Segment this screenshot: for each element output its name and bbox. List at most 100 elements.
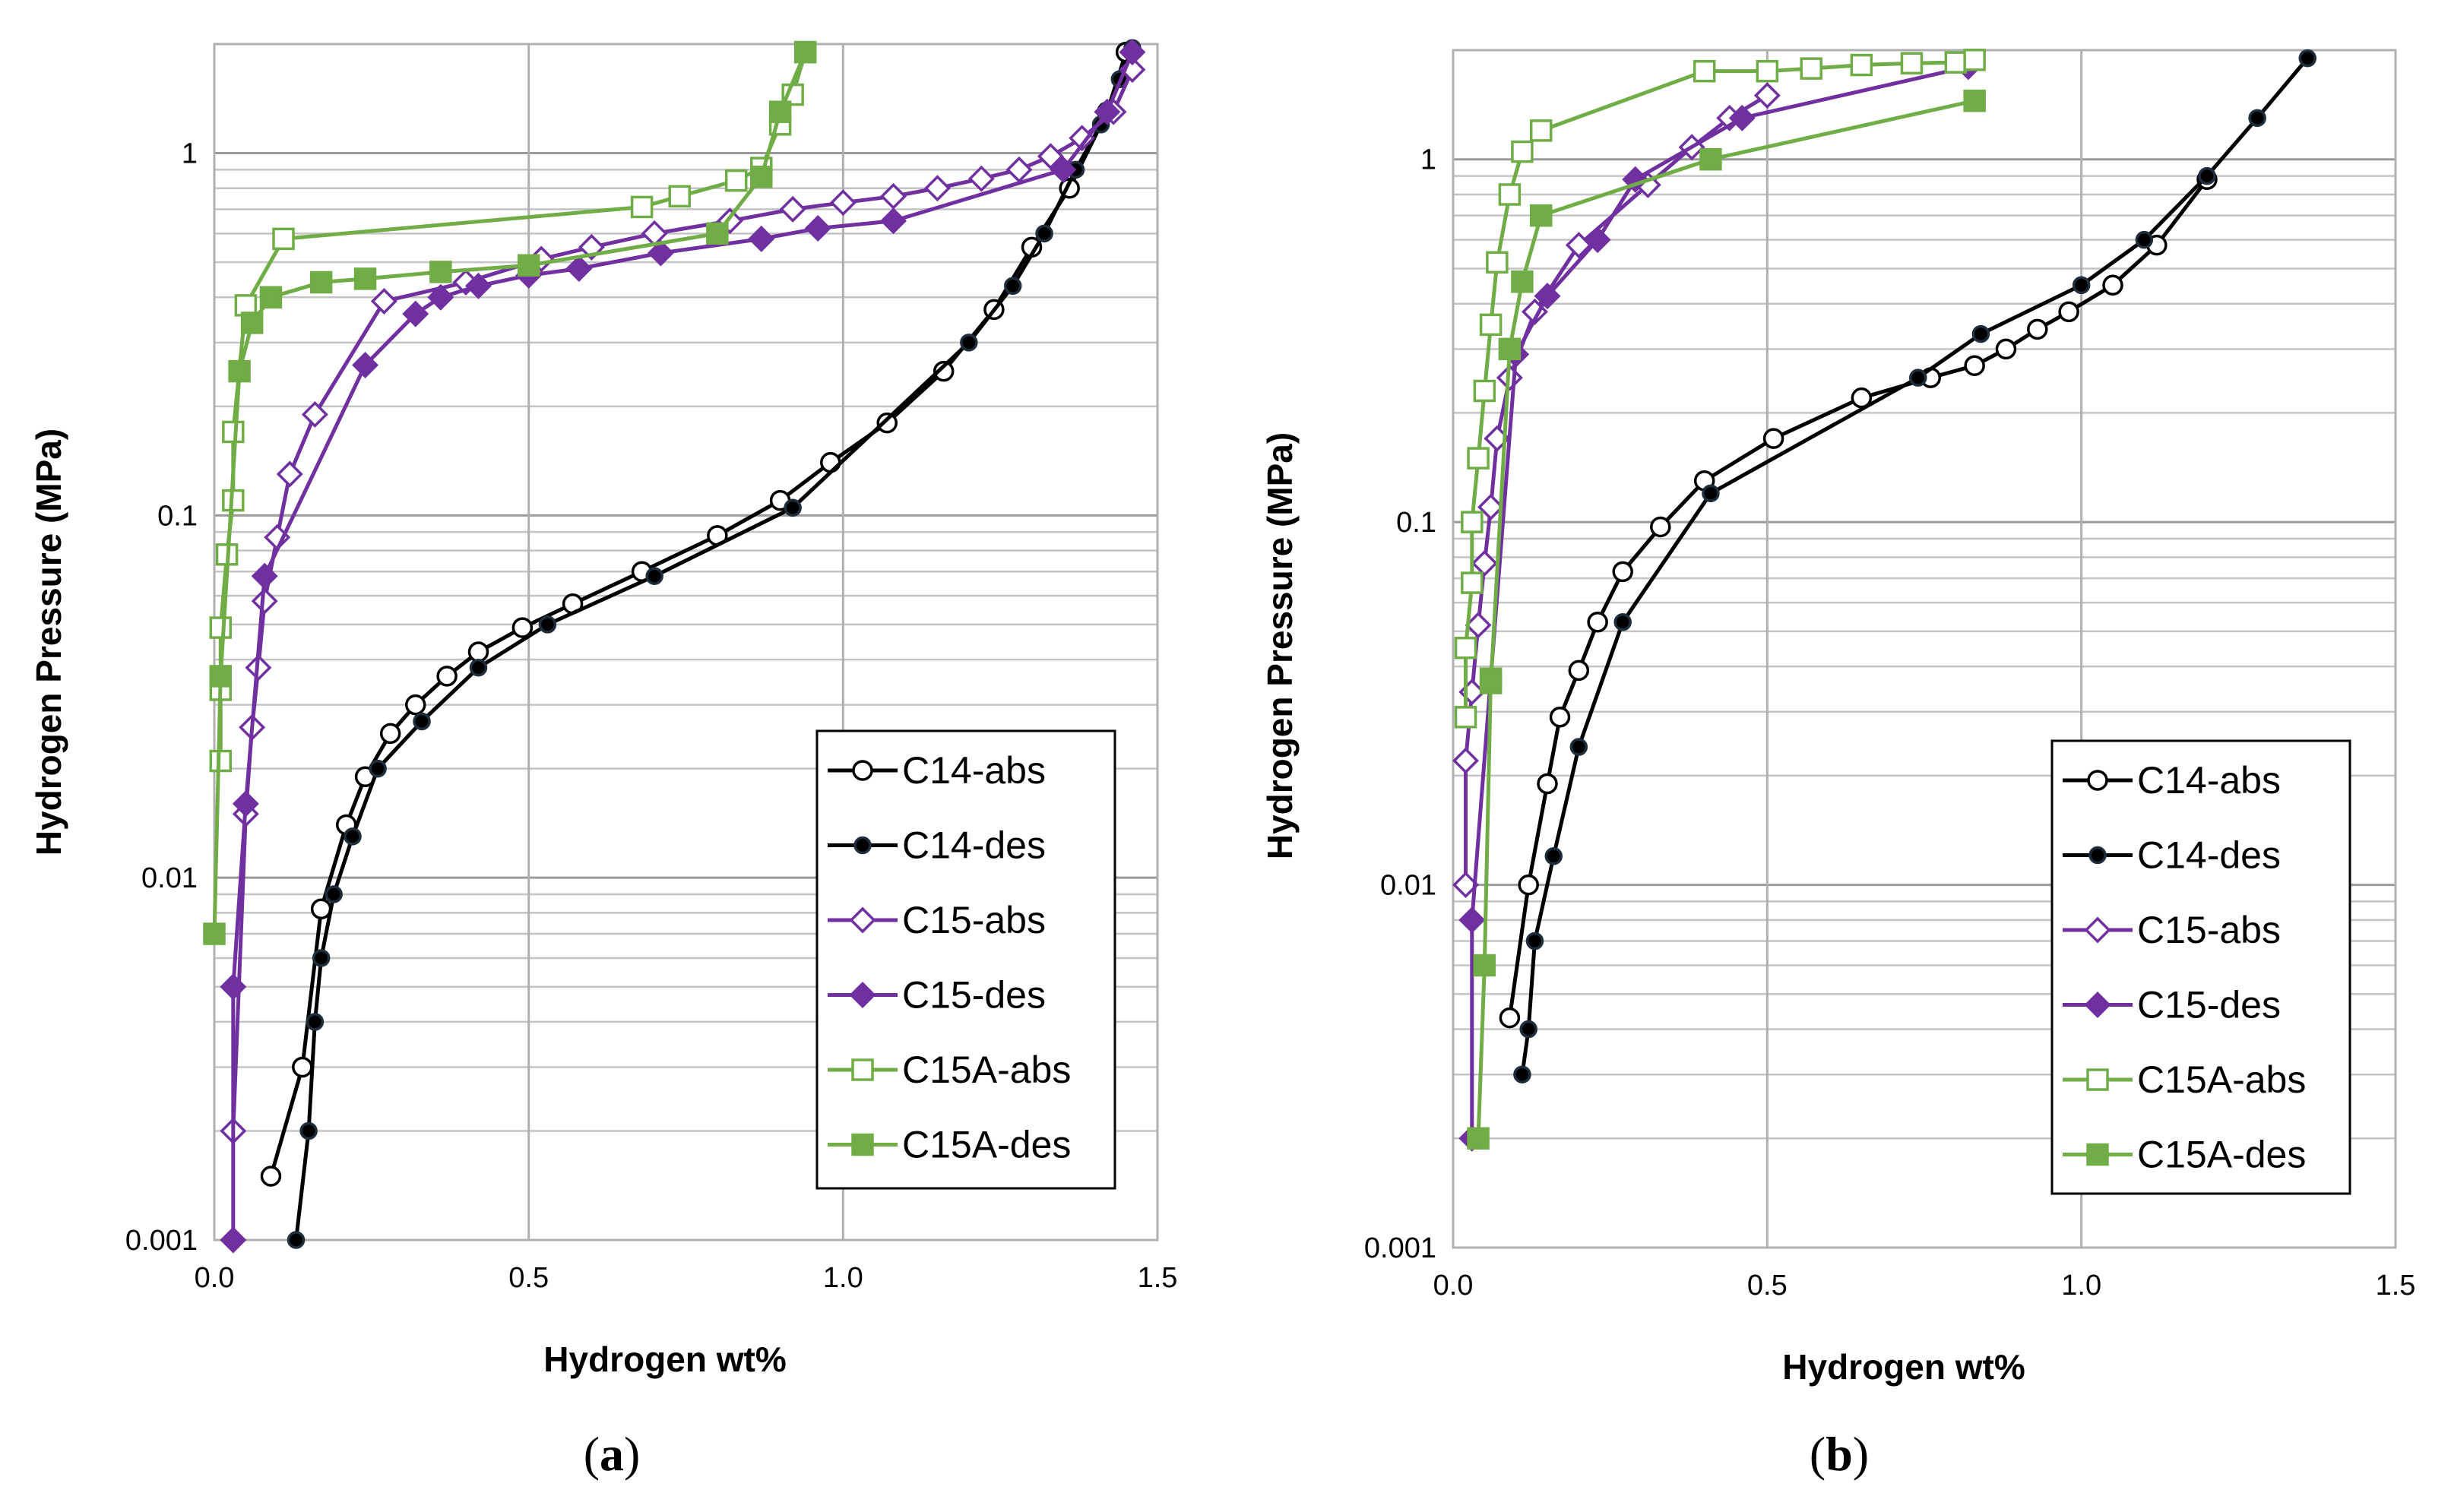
panel-a-c15a-des-point (228, 359, 251, 383)
panel-a-x-axis-title: Hydrogen wt% (543, 1340, 786, 1379)
panel-b-c15a-abs-point (1454, 706, 1477, 729)
panel-b-c15a-abs-point (1461, 511, 1484, 533)
panel-a-c14-abs-point (260, 1166, 282, 1187)
panel-a-c15-des-point (220, 973, 247, 1001)
panel-b-c14-abs-point (1537, 773, 1558, 795)
panel-b-c14-des-point (2198, 166, 2216, 185)
panel-b-c15a-des-line (1476, 99, 1975, 1139)
panel-a-c15a-abs-point (630, 195, 654, 219)
panel-a-c14-des-point (1003, 277, 1022, 296)
panel-a-grid (213, 43, 1159, 1242)
panel-b-c15a-abs-point (1900, 52, 1924, 75)
panel-b-c15a-abs-point (1467, 447, 1490, 470)
panel-b-y-axis-title: Hydrogen Pressure (MPa) (1260, 432, 1300, 859)
panel-b-c14-abs-point (2058, 301, 2079, 323)
panel-b-series-c15a-abs (1454, 49, 1986, 729)
panel-b-c14-des-point (1569, 738, 1588, 756)
panel-b-c15a-abs-point (1479, 313, 1503, 337)
panel-a-ticks: 0.0 0.5 1.0 1.5 0.001 0.01 0.1 1 (125, 138, 1178, 1294)
panel-b-legend-item-c15a-des: C15A-des (2063, 1134, 2306, 1176)
panel-a-c15-abs-point (276, 460, 303, 488)
panel-a-c14-abs-point (511, 617, 534, 638)
panel-a-c15-des-point (1050, 156, 1077, 183)
panel-b-c15-des-line (1470, 65, 1969, 1139)
panel-b-label: (b) (1810, 1427, 1869, 1481)
panel-b-x-tick-label: 0.0 (1433, 1270, 1474, 1302)
panel-b-ticks: 0.0 0.5 1.0 1.5 0.001 0.01 0.1 1 (1364, 144, 2416, 1302)
panel-a-legend-label: C14-abs (902, 749, 1046, 792)
panel-a-c15-des-point (352, 352, 379, 378)
panel-a-c14-des-point (299, 1121, 318, 1140)
panel-a-c15a-abs-point (209, 749, 233, 773)
panel-b-c15a-abs-point (1473, 379, 1496, 403)
panel-a-legend-item-c14-des: C14-des (828, 824, 1046, 867)
panel-b-c14-des-line (1520, 57, 2310, 1075)
panel-b-x-axis-title: Hydrogen wt% (1782, 1347, 2025, 1387)
panel-a-c14-des-point (538, 615, 557, 634)
panel-a-series-c14-abs (260, 41, 1137, 1187)
panel-b-legend-swatch-marker (2086, 1143, 2109, 1166)
panel-b-c14-des-point (2072, 276, 2091, 295)
panel-a-c14-abs-point (876, 412, 898, 434)
panel-a-legend-item-c15-abs: C15-abs (828, 899, 1046, 941)
panel-a-c15a-des-point (240, 312, 264, 334)
panel-b-c14-abs-point (1518, 874, 1539, 896)
panel-a-c14-des-point (469, 658, 488, 677)
panel-a-c14-des-point (413, 712, 431, 731)
panel-a-x-tick-label: 0.5 (508, 1262, 549, 1294)
panel-b-c14-des-point (2248, 109, 2266, 128)
panel-b-c14-abs-point (1549, 707, 1571, 728)
panel-b-legend-item-c15-abs: C15-abs (2063, 909, 2281, 951)
panel-a-c14-des-point (287, 1231, 306, 1249)
panel-b-c15-des-point (1534, 283, 1561, 310)
panel-b-legend-label: C14-des (2137, 834, 2281, 877)
panel-b-c15a-des-point (1467, 1127, 1490, 1150)
panel-a-c15-abs-point (251, 587, 278, 615)
panel-b-label-letter: b (1826, 1427, 1853, 1481)
panel-b-c15a-abs-point (1944, 51, 1968, 74)
panel-a-c14-des-point (645, 567, 663, 585)
panel-a-c14-abs-point (467, 641, 489, 663)
panel-b-c15a-abs-point (1800, 57, 1822, 80)
panel-a-legend-label: C15A-des (902, 1124, 1071, 1166)
panel-a-c14-abs-point (404, 694, 426, 716)
panel-b-c15-abs-point (1753, 82, 1781, 109)
panel-a-c15-abs-point (967, 165, 995, 192)
panel-b-c15a-des-point (1473, 954, 1496, 977)
panel-b-c14-des-point (1908, 369, 1927, 387)
panel-b-c15-abs-point (1465, 612, 1492, 639)
panel-a-y-axis-title: Hydrogen Pressure (MPa) (29, 429, 68, 856)
panel-b-y-tick-label: 0.1 (1396, 507, 1436, 539)
panel-b-c15a-abs-point (1498, 183, 1522, 206)
panel-a-c15-des-point (251, 562, 278, 590)
panel-a-label-letter: a (600, 1427, 624, 1481)
panel-a-c15-des-point (647, 239, 674, 267)
panel-b-c14-des-point (1971, 324, 1990, 343)
panel-a-c15a-des-point (259, 286, 283, 309)
panel-a-c14-des-point (960, 334, 978, 352)
panel-b-legend-swatch-marker (2084, 916, 2111, 944)
panel-a-c15-des-point (220, 1226, 247, 1254)
panel-b-c14-abs-point (1995, 338, 2017, 360)
panel-b-c15a-des-point (1699, 147, 1722, 171)
panel-a-c15a-abs-point (209, 616, 233, 639)
panel-a-c15a-abs-point (724, 169, 748, 192)
panel-a-c15-des-point (1094, 98, 1121, 125)
panel-a: 0.0 0.5 1.0 1.5 0.001 0.01 0.1 1 Hydrogen wt% H… (29, 39, 1178, 1481)
panel-b-x-tick-label: 1.0 (2061, 1270, 2101, 1302)
panel-b-legend-box (2050, 739, 2351, 1195)
panel-a-c15-des-point (748, 225, 775, 252)
panel-b-legend-item-c15-des: C15-des (2063, 984, 2281, 1026)
panel-b-c14-abs-point (1499, 1007, 1521, 1029)
panel-b-legend-swatch-marker (2086, 1068, 2109, 1091)
panel-b-c15-des-point (1728, 104, 1756, 131)
panel-b-c15a-abs-point (1850, 53, 1873, 77)
panel-a-c15a-des-point (429, 261, 452, 283)
panel-a-c15a-des-point (203, 922, 226, 945)
panel-a-y-tick-label: 1 (182, 138, 198, 170)
panel-a-c14-des-point (312, 949, 331, 967)
panel-b-c14-des-point (1613, 613, 1632, 631)
panel-a-c14-des-point (784, 498, 802, 517)
panel-b-c15a-des-point (1529, 204, 1553, 227)
